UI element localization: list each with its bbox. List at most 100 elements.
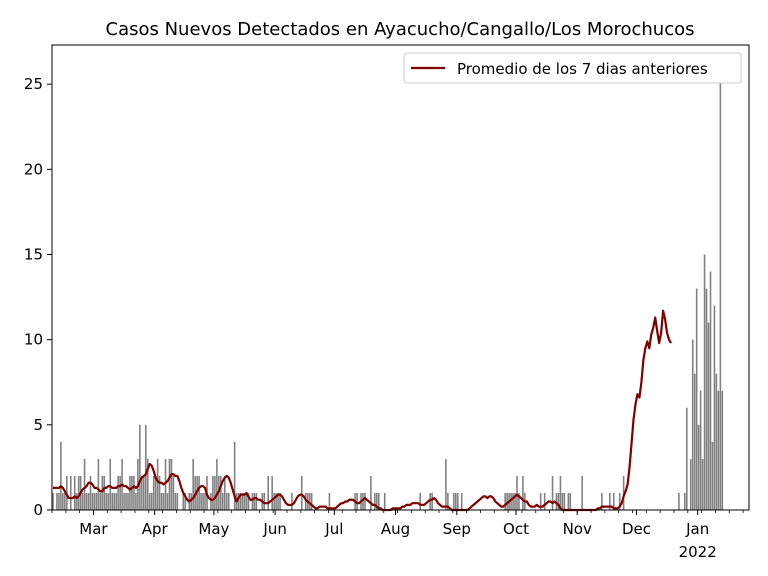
bar [103, 475, 106, 510]
bar [150, 492, 153, 510]
bar [139, 424, 141, 510]
bar [75, 492, 78, 510]
bar [117, 475, 119, 510]
bar [557, 492, 560, 510]
bar [695, 288, 698, 510]
bar [581, 475, 583, 510]
bar [304, 492, 307, 510]
bar [190, 492, 192, 510]
y-tick-label: 5 [33, 416, 43, 434]
bar [237, 492, 240, 510]
y-tick-label: 10 [24, 331, 43, 349]
bar [172, 475, 175, 510]
bar [453, 492, 455, 510]
bar [97, 458, 100, 510]
bar [210, 492, 212, 510]
bar [255, 492, 258, 510]
bar [512, 492, 514, 510]
bar [717, 390, 720, 510]
bar [227, 492, 230, 510]
legend: Promedio de los 7 dias anteriores [403, 52, 742, 84]
bar [77, 475, 80, 510]
bar [160, 492, 163, 510]
bar [214, 475, 216, 510]
bar [364, 492, 366, 510]
y-axis: 0 5 10 15 20 25 [24, 75, 52, 519]
bar [686, 407, 688, 510]
bar [563, 492, 566, 510]
bar [162, 492, 165, 510]
bar [383, 492, 386, 510]
y-tick-label: 20 [24, 160, 43, 178]
bar [251, 492, 254, 510]
bar [89, 475, 92, 510]
bar [143, 475, 145, 510]
bar [300, 475, 303, 510]
bar [241, 492, 244, 510]
bar [243, 492, 246, 510]
bar [678, 492, 680, 510]
x-tick-label: Mar [79, 520, 108, 538]
bar [233, 441, 236, 510]
x-tick-label: Oct [503, 520, 529, 538]
bar [709, 271, 712, 510]
bar [192, 458, 194, 510]
bar [612, 492, 615, 510]
bar [154, 475, 157, 510]
bar [91, 492, 94, 510]
bar [73, 475, 76, 510]
x-tick-label: Apr [142, 520, 169, 538]
bar [445, 458, 447, 510]
bar [693, 373, 696, 510]
bar [271, 475, 273, 510]
bar [328, 492, 331, 510]
bar [522, 475, 524, 510]
x-tick-label: Jan [685, 520, 709, 538]
bar [99, 492, 102, 510]
bar [95, 492, 98, 510]
bar [376, 492, 378, 510]
x-tick-label: Jun [262, 520, 286, 538]
bar [129, 475, 131, 510]
bar [419, 492, 422, 510]
bar [518, 492, 520, 510]
bar [561, 492, 564, 510]
bar [64, 492, 66, 510]
bar [701, 458, 704, 510]
bar [85, 492, 88, 510]
bar [109, 458, 112, 510]
bar [569, 492, 572, 510]
bar [145, 424, 147, 510]
bar [113, 492, 115, 510]
bar [146, 458, 149, 510]
bar [168, 458, 171, 510]
bar [711, 441, 714, 510]
bar [719, 67, 722, 510]
bar [87, 492, 90, 510]
bar [93, 492, 96, 510]
bar [506, 492, 508, 510]
bar [111, 492, 114, 510]
bar [131, 475, 133, 510]
bar [60, 441, 62, 510]
bar [182, 492, 185, 510]
bar [81, 492, 84, 510]
bar [123, 492, 125, 510]
bar [543, 492, 546, 510]
bar [52, 492, 54, 510]
y-tick-label: 25 [24, 75, 43, 93]
bar [455, 492, 457, 510]
bar [83, 458, 86, 510]
bar [119, 475, 121, 510]
legend-box [403, 52, 742, 84]
x-tick-label: Aug [381, 520, 410, 538]
bar [220, 475, 222, 510]
bar [715, 373, 718, 510]
bar [184, 492, 187, 510]
y-tick-label: 0 [33, 501, 43, 519]
bar [703, 254, 706, 510]
x-tick-label: May [198, 520, 229, 538]
bar [504, 492, 506, 510]
bar [127, 492, 129, 510]
